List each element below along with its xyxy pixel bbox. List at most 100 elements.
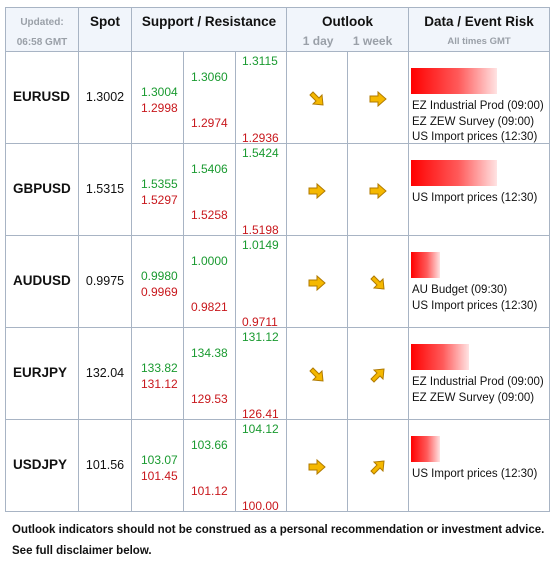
event-risk-cell: US Import prices (12:30) (408, 143, 551, 236)
spot-cell: 101.56 (78, 419, 132, 512)
support-level-2: 1.5258 (191, 208, 228, 222)
currency-pair: AUDUSD (13, 273, 71, 288)
event-risk-cell: US Import prices (12:30) (408, 419, 551, 512)
event-list: EZ Industrial Prod (09:00) EZ ZEW Survey … (412, 375, 544, 406)
pair-cell: GBPUSD (5, 143, 79, 236)
resistance-level-2: 1.5406 (191, 162, 228, 176)
pair-cell: USDJPY (5, 419, 79, 512)
disclaimer-line-1: Outlook indicators should not be constru… (12, 524, 545, 536)
spot-price: 132.04 (85, 366, 125, 380)
resistance-level-1: 1.5355 (141, 177, 178, 191)
pair-cell: EURJPY (5, 327, 79, 420)
right-arrow-icon (308, 458, 326, 476)
right-arrow-icon (308, 182, 326, 200)
outlook-1week-cell (347, 143, 410, 236)
disclaimer: Outlook indicators should not be constru… (12, 520, 544, 562)
resistance-level-1: 133.82 (141, 361, 178, 375)
fx-outlook-table-wrapper: Updated: 06:58 GMT Spot Support / Resist… (5, 7, 551, 513)
event-list: US Import prices (12:30) (412, 467, 537, 483)
resistance-level-1: 1.3004 (141, 85, 178, 99)
resistance-level-3: 104.12 (242, 422, 279, 436)
resistance-level-2: 1.3060 (191, 70, 228, 84)
updated-header: Updated: 06:58 GMT (5, 7, 79, 52)
outlook-1week-cell (347, 419, 410, 512)
spot-price: 101.56 (85, 458, 125, 472)
event-risk-bar (411, 436, 440, 462)
level-3-cell: 1.0149 0.9711 (234, 235, 288, 329)
support-level-3: 1.2936 (242, 131, 279, 145)
outlook-1day-cell (286, 327, 349, 420)
support-level-3: 1.5198 (242, 223, 279, 237)
fx-outlook-table: Updated: 06:58 GMT Spot Support / Resist… (5, 7, 551, 513)
table-row: USDJPY 101.56 103.07 101.45 103.66 101.12 104.… (5, 419, 551, 513)
updated-time: 06:58 GMT (16, 37, 68, 48)
level-2-cell: 103.66 101.12 (183, 419, 236, 512)
spot-price: 0.9975 (85, 274, 125, 288)
level-1-cell: 1.5355 1.5297 (131, 143, 184, 236)
support-level-3: 0.9711 (242, 315, 278, 329)
updated-label: Updated: (20, 17, 64, 28)
spot-cell: 132.04 (78, 327, 132, 420)
right-arrow-icon (369, 90, 387, 108)
right-arrow-icon (308, 274, 326, 292)
event-risk-bar (411, 160, 498, 186)
spot-cell: 1.3002 (78, 51, 132, 144)
spot-header-label: Spot (90, 14, 120, 29)
level-2-cell: 1.0000 0.9821 (183, 235, 236, 328)
resistance-level-3: 1.0149 (242, 238, 279, 252)
resistance-level-3: 1.5424 (242, 146, 279, 160)
header-row: Updated: 06:58 GMT Spot Support / Resist… (5, 7, 551, 52)
resistance-level-1: 103.07 (141, 453, 178, 467)
currency-pair: EURJPY (13, 365, 68, 380)
outlook-1day-cell (286, 143, 349, 236)
table-row: AUDUSD 0.9975 0.9980 0.9969 1.0000 0.9821 1.01… (5, 235, 551, 329)
table-row: EURJPY 132.04 133.82 131.12 134.38 129.53 131.… (5, 327, 551, 421)
level-1-cell: 103.07 101.45 (131, 419, 184, 512)
spot-cell: 0.9975 (78, 235, 132, 328)
event-item: EZ Industrial Prod (09:00) (412, 376, 544, 388)
down-right-arrow-icon (308, 366, 326, 384)
event-item: EZ ZEW Survey (09:00) (412, 115, 535, 128)
support-level-2: 129.53 (191, 392, 228, 406)
support-level-1: 1.2998 (141, 101, 178, 115)
pair-cell: AUDUSD (5, 235, 79, 328)
event-risk-bar (411, 344, 469, 370)
outlook-1day-cell (286, 419, 349, 512)
level-3-cell: 1.3115 1.2936 (234, 51, 288, 145)
outlook-1week-cell (347, 327, 410, 420)
event-risk-cell: EZ Industrial Prod (09:00) EZ ZEW Survey … (408, 327, 551, 420)
spot-price: 1.5315 (85, 182, 125, 196)
event-risk-cell: AU Budget (09:30) US Import prices (12:30… (408, 235, 551, 328)
support-level-2: 101.12 (191, 484, 228, 498)
currency-pair: GBPUSD (13, 181, 71, 196)
pair-cell: EURUSD (5, 51, 79, 144)
event-risk-cell: EZ Industrial Prod (09:00) EZ ZEW Survey … (408, 51, 551, 144)
event-item: US Import prices (12:30) (412, 468, 538, 480)
level-3-cell: 1.5424 1.5198 (234, 143, 288, 237)
event-list: AU Budget (09:30) US Import prices (12:30… (412, 283, 537, 314)
spot-cell: 1.5315 (78, 143, 132, 236)
data-event-risk-header: Data / Event Risk All times GMT (408, 7, 551, 52)
outlook-label: Outlook (322, 14, 374, 29)
outlook-1day-label: 1 day (302, 34, 334, 48)
support-resistance-label: Support / Resistance (141, 14, 277, 29)
event-item: EZ ZEW Survey (09:00) (412, 391, 535, 404)
event-item: AU Budget (09:30) (412, 284, 508, 296)
support-level-1: 0.9969 (141, 285, 178, 299)
event-item: US Import prices (12:30) (412, 192, 538, 204)
data-event-risk-label: Data / Event Risk (424, 14, 534, 29)
outlook-header: Outlook 1 day 1 week (286, 7, 410, 52)
event-risk-bar (411, 252, 440, 278)
spot-header: Spot (78, 7, 132, 52)
resistance-level-2: 134.38 (191, 346, 228, 360)
event-risk-bar (411, 68, 498, 94)
level-1-cell: 0.9980 0.9969 (131, 235, 184, 328)
level-3-cell: 131.12 126.41 (234, 327, 288, 421)
event-item: US Import prices (12:30) (412, 131, 538, 143)
resistance-level-2: 103.66 (191, 438, 228, 452)
table-row: EURUSD 1.3002 1.3004 1.2998 1.3060 1.2974 1.31… (5, 51, 551, 145)
level-2-cell: 1.3060 1.2974 (183, 51, 236, 144)
level-3-cell: 104.12 100.00 (234, 419, 288, 513)
down-right-arrow-icon (308, 90, 326, 108)
outlook-1week-label: 1 week (352, 34, 393, 48)
